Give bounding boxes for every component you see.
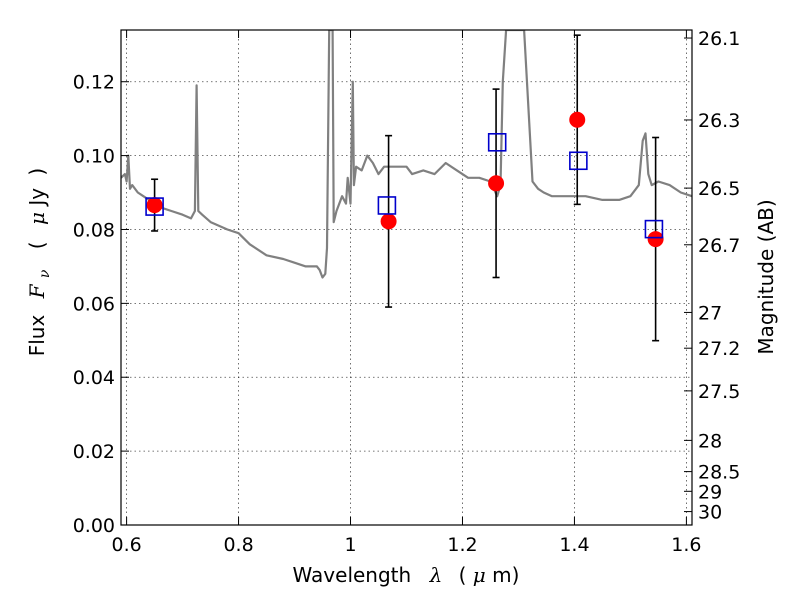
y2-tick-label: 26.3 [698,110,740,132]
observed-point [380,213,397,230]
model-spectrum-line [121,30,692,279]
y-axis-label-unit: Jy [25,188,49,208]
y2-tick-label: 26.7 [698,235,740,257]
x-axis-label-unit: m) [492,563,519,587]
x-axis-label: Wavelength λ ( μ m) [293,563,520,587]
x-tick-label: 0.6 [111,534,141,556]
synthetic-point [377,196,397,215]
x-axis-label-text: Wavelength [293,563,412,587]
y-axis-label-text: Flux [25,315,49,357]
y2-tick-label: 30 [698,502,722,524]
x-axis-label-symbol: λ [429,563,443,587]
y-axis-label-close: ) [25,168,49,176]
y2-tick-label: 28.5 [698,462,740,484]
y-tick-label: 0.10 [73,146,115,168]
x-tick-label: 0.8 [223,534,253,556]
observed-point [569,111,586,128]
y-tick-label: 0.00 [73,515,115,537]
plot-frame [120,29,693,526]
y-tick-label: 0.12 [73,72,115,94]
x-tick-label: 1.2 [447,534,477,556]
y-tick-label: 0.08 [73,219,115,241]
y2-tick-label: 29 [698,481,722,503]
y2-tick-label: 27 [698,302,722,324]
grid-lines [121,30,692,526]
x-tick-label: 1.6 [671,534,701,556]
y-axis-label-symbol: F [25,283,49,299]
x-axis-label-open: ( [459,563,467,587]
synthetic-point [145,197,164,216]
synthetic-point [487,132,507,152]
y-tick-label: 0.02 [73,441,115,463]
y2-tick-label: 27.5 [698,381,740,403]
x-tick-label: 1.4 [559,534,589,556]
x-tick-label: 1 [344,534,356,556]
synthetic-point [569,151,588,171]
axis-ticks: 0.6 0.8 1 1.2 1.4 1.6 0.00 0.02 0.04 0.06 0.08 0.10… [73,28,741,556]
y-axis-label-mu: μ [25,212,49,225]
plot-area [121,30,692,342]
y-tick-label: 0.06 [73,293,115,315]
y-axis-label-subscript: ν [37,269,53,278]
observed-point [647,231,664,248]
synthetic-point [644,219,664,239]
y2-tick-label: 28 [698,430,722,452]
x-axis-label-mu: μ [473,563,486,587]
observed-point [488,175,505,192]
observed-point [146,197,163,214]
y2-tick-label: 27.2 [698,338,740,360]
y-tick-label: 0.04 [73,367,115,389]
y2-axis-label: Magnitude (AB) [754,199,778,354]
y2-tick-label: 26.5 [698,178,740,200]
y-axis-label-open: ( [25,241,49,249]
y-axis-label: Flux F ν ( μ Jy ) [25,168,54,357]
y2-tick-label: 26.1 [698,28,740,50]
